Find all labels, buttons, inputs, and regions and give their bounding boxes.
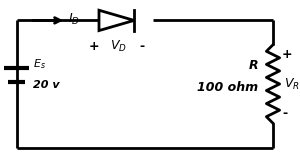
Text: -: - xyxy=(140,40,145,53)
Text: $E_s$: $E_s$ xyxy=(33,57,46,71)
Text: $I_D$: $I_D$ xyxy=(68,12,80,27)
Text: 20 v: 20 v xyxy=(33,80,60,90)
Text: $V_R$: $V_R$ xyxy=(284,76,300,92)
Text: R: R xyxy=(248,59,258,72)
Text: -: - xyxy=(282,107,287,120)
Text: 100 ohm: 100 ohm xyxy=(197,81,258,94)
Text: +: + xyxy=(282,48,292,61)
Text: $V_D$: $V_D$ xyxy=(110,39,127,54)
Text: +: + xyxy=(89,40,99,53)
